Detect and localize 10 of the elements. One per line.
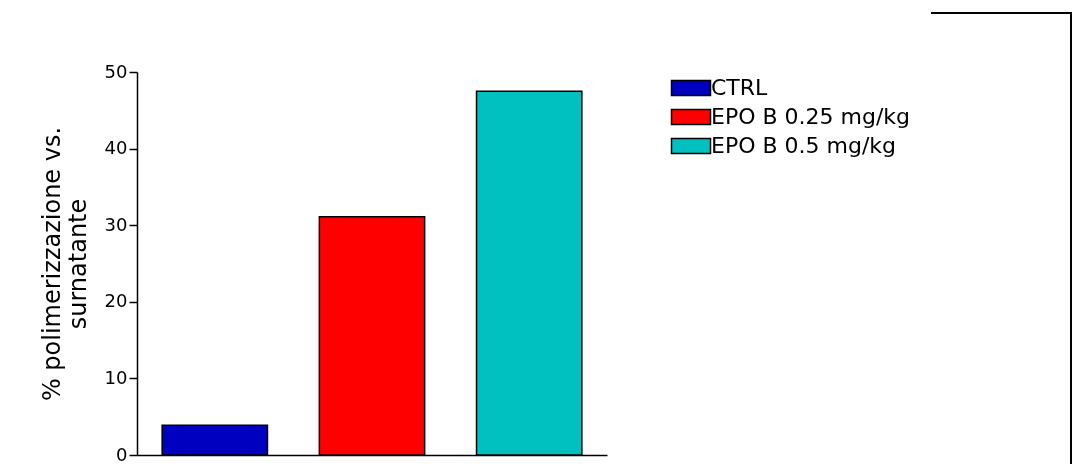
y-tick-label: 0: [116, 443, 128, 464]
y-tick-label: 30: [104, 213, 128, 235]
y-tick-label: 40: [104, 137, 128, 159]
legend-label: EPO B 0.25 mg/kg: [711, 104, 911, 129]
legend-label: CTRL: [711, 75, 769, 100]
y-tick-label: 20: [104, 290, 128, 312]
legend-label: EPO B 0.5 mg/kg: [711, 133, 897, 158]
y-tick-label: 10: [104, 366, 128, 388]
y-tick-label: 50: [104, 60, 128, 82]
y-axis-title: % polimerizzazione vs. surnatante: [37, 126, 92, 402]
